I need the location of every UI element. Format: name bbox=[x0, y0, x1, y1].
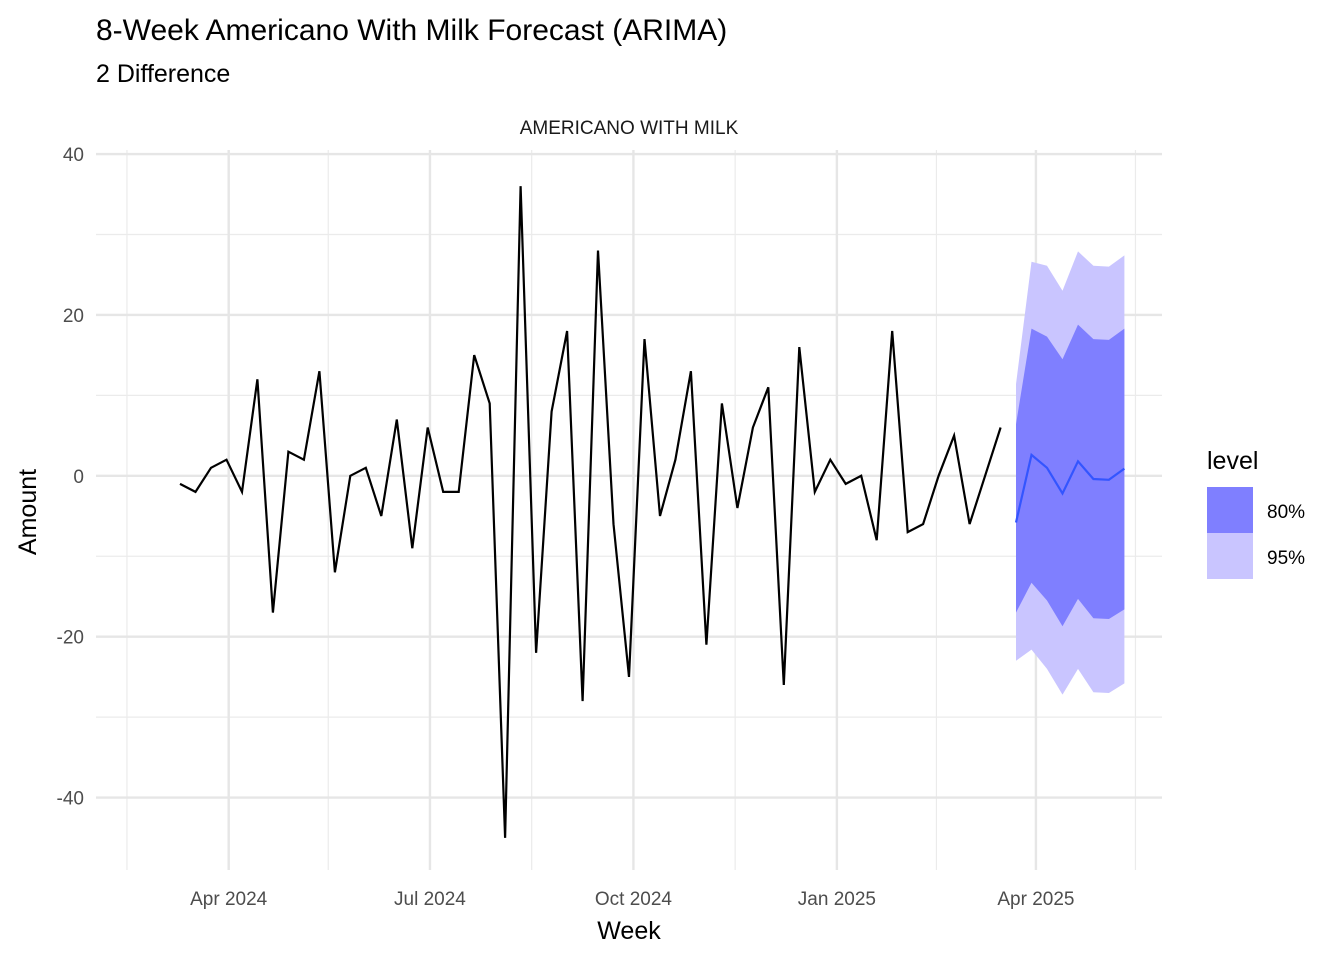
y-tick-label: -40 bbox=[57, 789, 84, 810]
y-tick-label: 20 bbox=[63, 306, 84, 327]
facet-strip-label: AMERICANO WITH MILK bbox=[520, 118, 739, 139]
x-tick-label: Oct 2024 bbox=[595, 889, 673, 910]
y-tick-label: 0 bbox=[73, 467, 84, 488]
series-lines bbox=[179, 186, 1126, 838]
x-tick-label: Apr 2024 bbox=[190, 889, 268, 910]
x-tick-label: Apr 2025 bbox=[997, 889, 1074, 910]
grid-minor bbox=[96, 150, 1162, 870]
y-axis-ticks: 40 20 0 -20 -40 bbox=[57, 145, 84, 810]
legend-title: level bbox=[1207, 447, 1258, 475]
grid-major bbox=[96, 150, 1162, 870]
y-tick-label: -20 bbox=[57, 628, 84, 649]
y-axis-title: Amount bbox=[14, 469, 42, 555]
x-axis-title: Week bbox=[597, 917, 661, 945]
legend-label-95: 95% bbox=[1267, 548, 1305, 569]
legend-swatch-95 bbox=[1207, 533, 1253, 579]
forecast-mean-line bbox=[1014, 452, 1126, 523]
legend-swatch-80 bbox=[1207, 487, 1253, 533]
x-axis-ticks: Apr 2024 Jul 2024 Oct 2024 Jan 2025 Apr 2025 bbox=[190, 889, 1074, 910]
chart-title: 8-Week Americano With Milk Forecast (ARI… bbox=[96, 14, 727, 47]
x-tick-label: Jan 2025 bbox=[798, 889, 876, 910]
x-tick-label: Jul 2024 bbox=[394, 889, 466, 910]
history-line bbox=[179, 186, 1002, 838]
legend: level 80% 95% bbox=[1207, 447, 1305, 579]
forecast-bands bbox=[1016, 251, 1125, 695]
legend-label-80: 80% bbox=[1267, 502, 1305, 523]
chart-subtitle: 2 Difference bbox=[96, 60, 230, 88]
y-tick-label: 40 bbox=[63, 145, 84, 166]
